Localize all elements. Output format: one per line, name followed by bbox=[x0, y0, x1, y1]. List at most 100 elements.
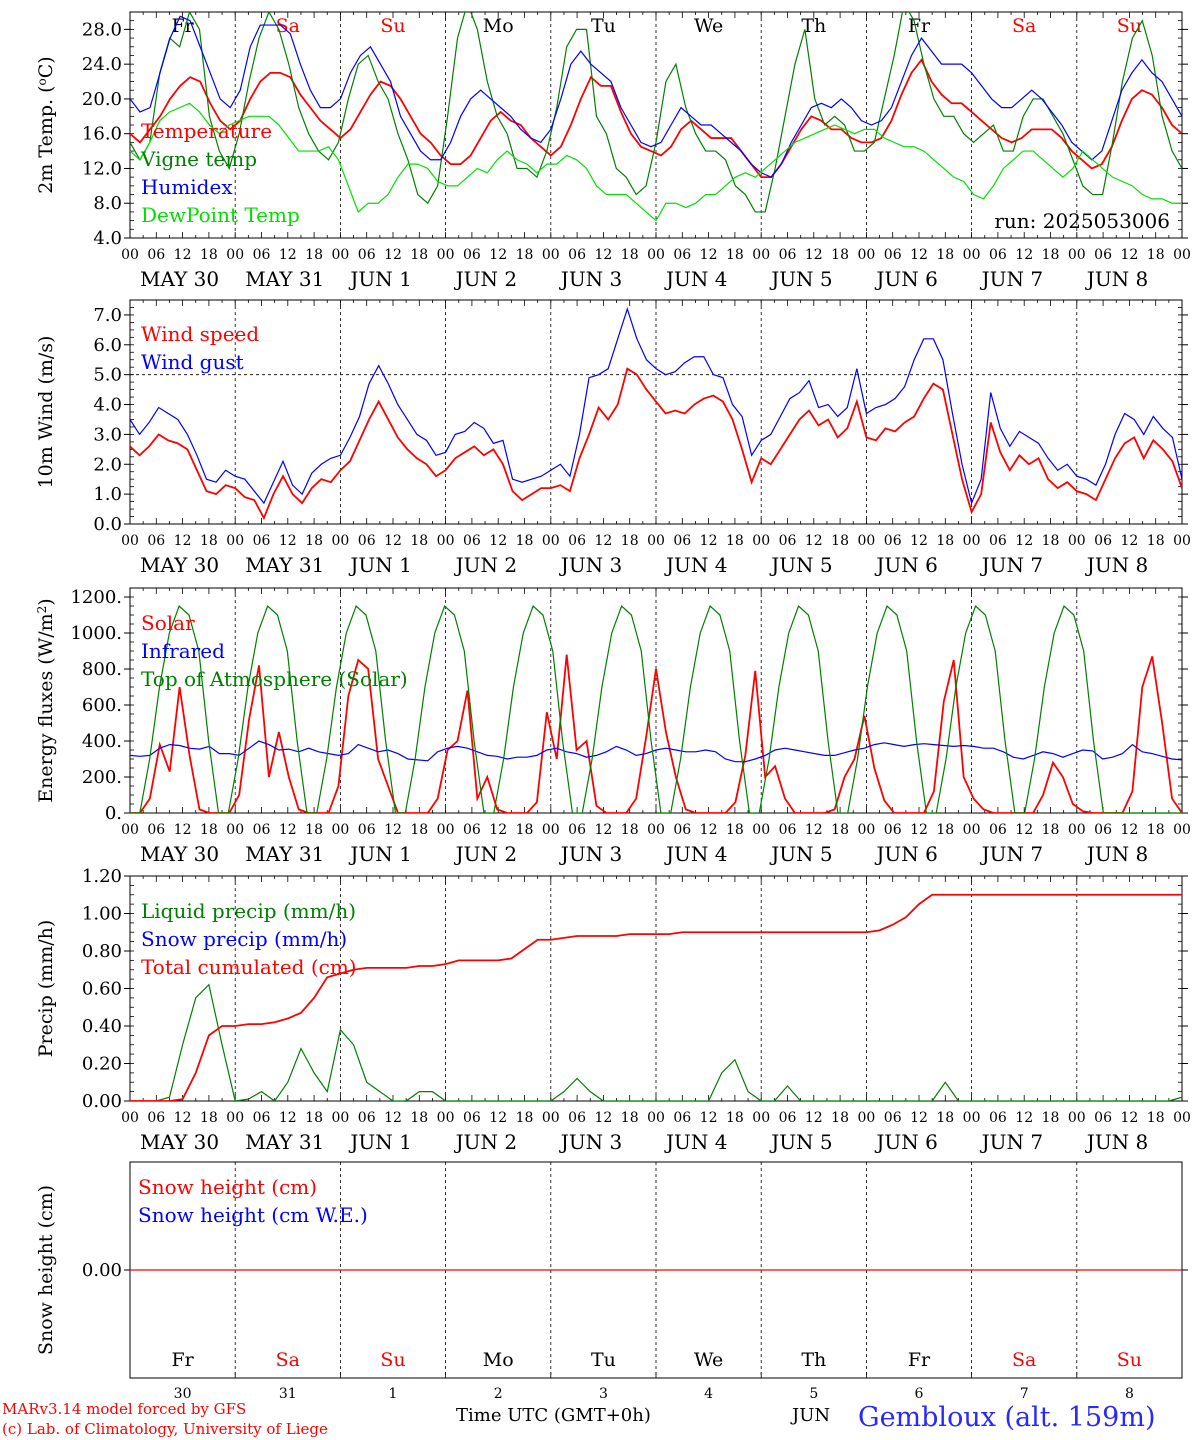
series-line-vigne-temp bbox=[130, 12, 1182, 213]
date-label: JUN 4 bbox=[664, 842, 727, 866]
hour-tick-label: 00 bbox=[437, 247, 455, 263]
y-tick-label: 16.0 bbox=[82, 124, 122, 145]
hour-tick-label: 18 bbox=[936, 533, 954, 549]
y-tick-label: 6.0 bbox=[93, 335, 122, 356]
legend-entry: Top of Atmosphere (Solar) bbox=[141, 667, 408, 691]
day-number-label: 31 bbox=[279, 1386, 297, 1402]
hour-tick-label: 00 bbox=[963, 1110, 981, 1126]
date-label: JUN 2 bbox=[454, 842, 517, 866]
hour-tick-label: 00 bbox=[331, 533, 349, 549]
hour-tick-label: 18 bbox=[726, 822, 744, 838]
hour-tick-label: 06 bbox=[147, 1110, 165, 1126]
hour-tick-label: 00 bbox=[963, 247, 981, 263]
date-label: JUN 2 bbox=[454, 553, 517, 577]
hour-tick-label: 00 bbox=[1068, 247, 1086, 263]
y-tick-label: 0.0 bbox=[93, 514, 122, 535]
hour-tick-label: 18 bbox=[936, 1110, 954, 1126]
hour-tick-label: 18 bbox=[410, 822, 428, 838]
date-label: JUN 3 bbox=[559, 267, 622, 291]
hour-tick-label: 06 bbox=[779, 822, 797, 838]
hour-tick-label: 06 bbox=[989, 533, 1007, 549]
y-tick-label: 1.00 bbox=[82, 904, 122, 925]
hour-tick-label: 12 bbox=[1015, 533, 1033, 549]
weekday-label: We bbox=[694, 15, 723, 37]
hour-tick-label: 00 bbox=[437, 822, 455, 838]
hour-tick-label: 18 bbox=[200, 247, 218, 263]
hour-tick-label: 06 bbox=[463, 247, 481, 263]
hour-tick-label: 00 bbox=[1173, 1110, 1191, 1126]
y-tick-label: 0.60 bbox=[82, 979, 122, 1000]
hour-tick-label: 06 bbox=[673, 822, 691, 838]
date-label: JUN 5 bbox=[769, 267, 832, 291]
hour-tick-label: 12 bbox=[489, 1110, 507, 1126]
hour-tick-label: 06 bbox=[673, 533, 691, 549]
weekday-label: Th bbox=[801, 1349, 826, 1371]
date-label: JUN 7 bbox=[980, 1130, 1043, 1154]
hour-tick-label: 00 bbox=[331, 247, 349, 263]
hour-tick-label: 12 bbox=[384, 247, 402, 263]
date-label: MAY 31 bbox=[245, 553, 324, 577]
hour-tick-label: 00 bbox=[121, 247, 139, 263]
hour-tick-label: 00 bbox=[437, 1110, 455, 1126]
legend-entry: DewPoint Temp bbox=[141, 203, 300, 227]
hour-tick-label: 18 bbox=[621, 1110, 639, 1126]
hour-tick-label: 00 bbox=[857, 1110, 875, 1126]
hour-tick-label: 00 bbox=[752, 533, 770, 549]
hour-tick-label: 12 bbox=[1120, 1110, 1138, 1126]
panel-3: 0. 200. 400. 600. 800. 1000. 1200. Energy fluxe… bbox=[35, 587, 1191, 866]
date-label: JUN 1 bbox=[348, 842, 411, 866]
hour-tick-label: 06 bbox=[147, 247, 165, 263]
hour-tick-label: 18 bbox=[1042, 822, 1060, 838]
hour-tick-label: 12 bbox=[174, 247, 192, 263]
model-credit: MARv3.14 model forced by GFS bbox=[2, 1400, 247, 1418]
hour-tick-label: 06 bbox=[463, 533, 481, 549]
weekday-label: Mo bbox=[483, 1349, 514, 1371]
hour-tick-label: 18 bbox=[305, 533, 323, 549]
hour-tick-label: 06 bbox=[779, 247, 797, 263]
hour-tick-label: 12 bbox=[700, 247, 718, 263]
hour-tick-label: 18 bbox=[831, 533, 849, 549]
hour-tick-label: 18 bbox=[410, 1110, 428, 1126]
hour-tick-label: 12 bbox=[910, 822, 928, 838]
hour-tick-label: 00 bbox=[121, 533, 139, 549]
run-annotation: run: 2025053006 bbox=[994, 209, 1170, 233]
hour-tick-label: 18 bbox=[305, 247, 323, 263]
hour-tick-label: 06 bbox=[358, 822, 376, 838]
y-tick-label: 24.0 bbox=[82, 54, 122, 75]
weekday-label: Fr bbox=[908, 15, 931, 37]
panel-5: 0.00 Snow height (cm) Fr 30 Sa 31 Su 1 Mo 2 Tu 3 We 4… bbox=[35, 1161, 1188, 1402]
y-tick-label: 0.20 bbox=[82, 1054, 122, 1075]
hour-tick-label: 00 bbox=[647, 1110, 665, 1126]
day-number-label: 8 bbox=[1125, 1386, 1134, 1402]
hour-tick-label: 06 bbox=[358, 1110, 376, 1126]
date-label: MAY 31 bbox=[245, 842, 324, 866]
y-axis-label: Energy fluxes (W/m2) bbox=[35, 598, 57, 802]
weekday-label: Tu bbox=[591, 1349, 616, 1371]
date-label: JUN 1 bbox=[348, 553, 411, 577]
degree-sup: o bbox=[35, 78, 49, 85]
weekday-label: Fr bbox=[908, 1349, 931, 1371]
time-axis-label: Time UTC (GMT+0h) bbox=[456, 1405, 651, 1426]
date-label: JUN 3 bbox=[559, 553, 622, 577]
hour-tick-label: 18 bbox=[726, 1110, 744, 1126]
hour-tick-label: 00 bbox=[542, 822, 560, 838]
hour-tick-label: 06 bbox=[463, 1110, 481, 1126]
hour-tick-label: 12 bbox=[1120, 822, 1138, 838]
hour-tick-label: 12 bbox=[279, 822, 297, 838]
legend-entry: Infrared bbox=[141, 639, 225, 663]
hour-tick-label: 12 bbox=[805, 533, 823, 549]
y-tick-label: 8.0 bbox=[93, 193, 122, 214]
y-tick-label: 200. bbox=[82, 767, 122, 788]
hour-tick-label: 18 bbox=[200, 822, 218, 838]
date-label: JUN 7 bbox=[980, 267, 1043, 291]
hour-tick-label: 06 bbox=[358, 247, 376, 263]
hour-tick-label: 06 bbox=[1094, 533, 1112, 549]
hour-tick-label: 18 bbox=[305, 1110, 323, 1126]
hour-tick-label: 18 bbox=[936, 822, 954, 838]
day-number-label: 30 bbox=[174, 1386, 192, 1402]
y-axis-label: Snow height (cm) bbox=[35, 1185, 57, 1355]
hour-tick-label: 00 bbox=[121, 822, 139, 838]
hour-tick-label: 18 bbox=[305, 822, 323, 838]
y-tick-label: 1200. bbox=[70, 587, 122, 608]
hour-tick-label: 12 bbox=[910, 247, 928, 263]
